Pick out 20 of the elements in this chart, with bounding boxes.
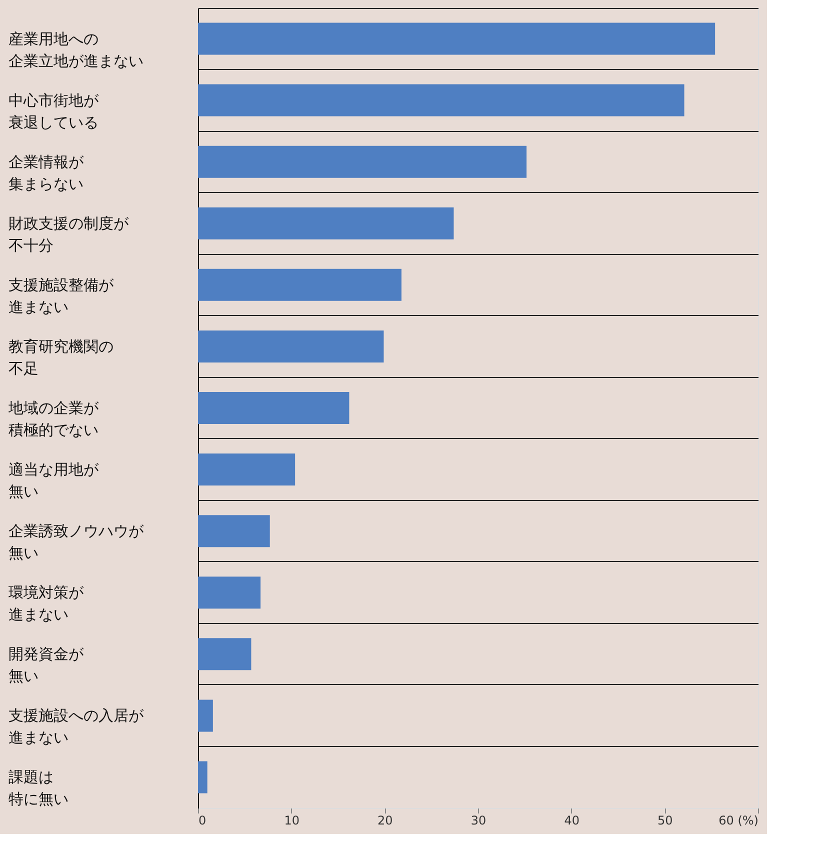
- x-tick-label: 50: [658, 814, 673, 828]
- x-tick-label: 0: [198, 814, 206, 828]
- y-tick-label: 産業用地への企業立地が進まない: [8, 30, 144, 70]
- x-tick-label: 30: [470, 814, 486, 828]
- y-tick-label: 地域の企業が積極的でない: [8, 399, 100, 439]
- y-tick-label: 支援施設への入居が進まない: [8, 706, 144, 747]
- y-tick-label: 中心市街地が衰退している: [8, 91, 100, 132]
- y-tick-label: 財政支援の制度が不十分: [8, 214, 130, 254]
- y-tick-label: 支援施設整備が進まない: [8, 276, 114, 316]
- y-tick-label: 企業情報が集まらない: [8, 152, 84, 193]
- x-tick-label: 20: [378, 814, 393, 828]
- y-tick-label: 開発資金が無い: [8, 645, 84, 686]
- x-tick-label: 60 (%): [718, 814, 758, 828]
- y-tick-label: 企業誘致ノウハウが無い: [8, 522, 144, 562]
- y-tick-label: 課題は特に無い: [8, 768, 68, 808]
- x-tick-label: 40: [564, 814, 580, 828]
- x-tick-label: 10: [284, 814, 300, 828]
- y-tick-label: 教育研究機関の不足: [8, 337, 114, 378]
- y-tick-label: 環境対策が進まない: [8, 584, 84, 624]
- y-tick-label: 適当な用地が無い: [8, 460, 100, 501]
